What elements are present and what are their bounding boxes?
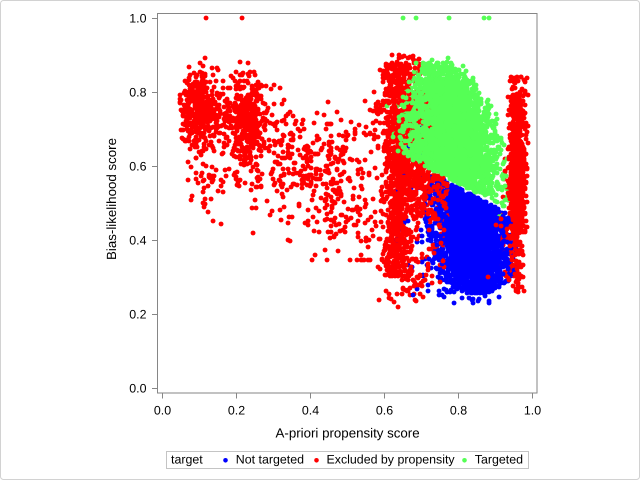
svg-text:0.0: 0.0 <box>154 404 171 418</box>
svg-text:0.2: 0.2 <box>129 308 146 322</box>
svg-text:0.4: 0.4 <box>302 404 319 418</box>
svg-text:1.0: 1.0 <box>129 12 146 26</box>
svg-text:0.8: 0.8 <box>129 86 146 100</box>
svg-text:0.6: 0.6 <box>376 404 393 418</box>
svg-text:Targeted: Targeted <box>475 452 523 466</box>
svg-text:Excluded by propensity: Excluded by propensity <box>327 452 456 466</box>
svg-text:1.0: 1.0 <box>524 404 541 418</box>
svg-text:0.8: 0.8 <box>450 404 467 418</box>
svg-text:0.0: 0.0 <box>129 382 146 396</box>
svg-text:Not targeted: Not targeted <box>236 452 304 466</box>
svg-text:A-priori propensity score: A-priori propensity score <box>276 426 420 441</box>
svg-text:0.4: 0.4 <box>129 234 146 248</box>
svg-text:0.2: 0.2 <box>228 404 245 418</box>
svg-text:Bias-likelihood score: Bias-likelihood score <box>104 138 119 260</box>
svg-text:0.6: 0.6 <box>129 160 146 174</box>
svg-text:target: target <box>171 452 203 466</box>
